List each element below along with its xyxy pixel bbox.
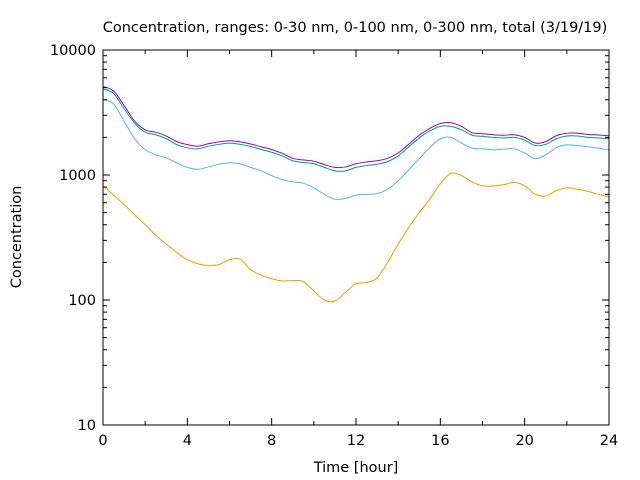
x-tick-label: 20 [515,433,533,449]
y-axis-label: Concentration [9,186,25,289]
plot-frame [102,49,610,426]
x-axis-label: Time [hour] [313,460,399,476]
series-layer [102,86,610,303]
y-tick-label: 10000 [50,43,96,59]
series-line-1 [102,172,610,303]
chart-title: Concentration, ranges: 0-30 nm, 0-100 nm… [103,20,608,36]
x-tick-label: 0 [98,433,107,449]
series-line-4 [102,86,610,169]
series-line-2 [102,99,610,200]
x-tick-label: 4 [183,433,192,449]
x-tick-label: 12 [347,433,365,449]
x-tick-label: 8 [267,433,276,449]
ticks-layer: 0 4 8 12 16 20 24 10 100 1000 10000 [50,43,618,449]
y-tick-label: 100 [68,293,96,309]
y-tick-label: 1000 [59,168,96,184]
y-tick-label: 10 [78,418,96,434]
x-tick-label: 16 [431,433,449,449]
series-line-3 [102,88,610,172]
x-tick-label: 24 [600,433,618,449]
